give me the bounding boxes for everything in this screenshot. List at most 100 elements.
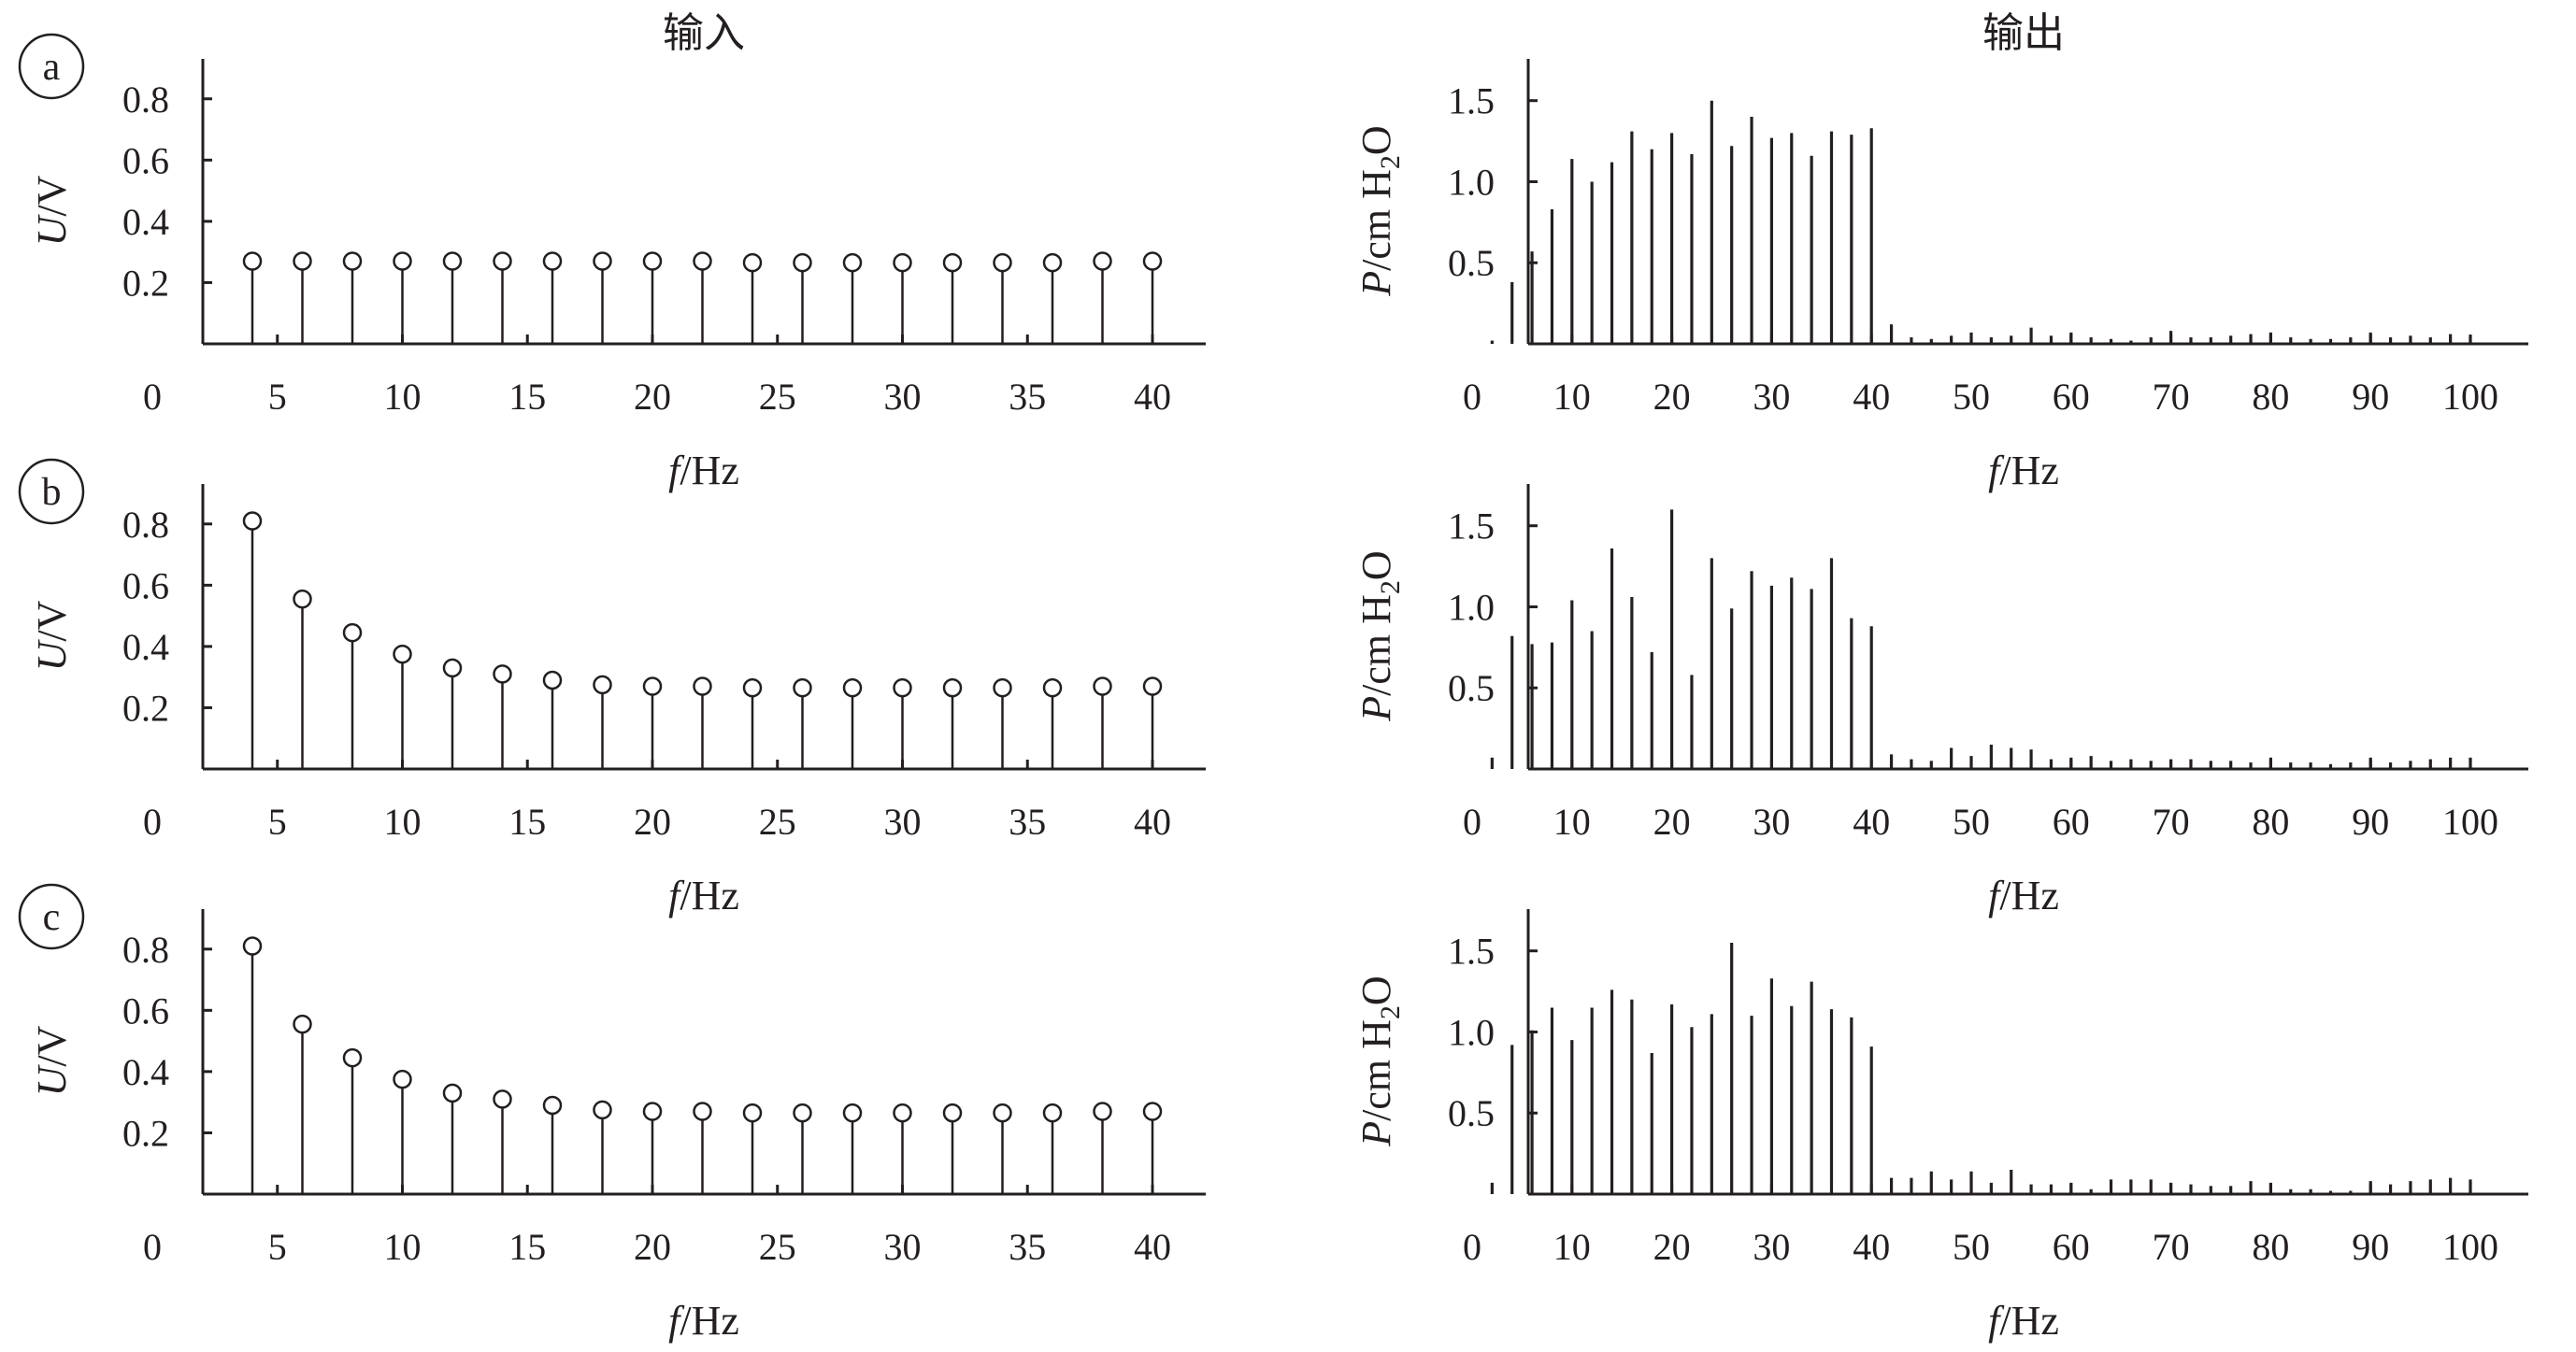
chart-c-input-x-tick-label: 40 [1134,1226,1171,1268]
chart-a-output-x-tick-label: 70 [2153,376,2190,418]
chart-a-output-y-tick-label: 0.5 [1448,242,1495,284]
chart-a-input-x-tick-label: 10 [384,376,422,418]
panel-letter-circle-c [18,883,85,950]
chart-a-output-x-tick-label: 80 [2252,376,2289,418]
chart-b-output-y-tick-label: 1.0 [1448,586,1495,628]
chart-b-input-stem-marker [1042,677,1063,698]
chart-a-output-x-axis-label: f/Hz [1988,448,2059,493]
chart-b-output-x-tick-label: 60 [2053,801,2090,843]
chart-b-output-x-tick-label: 80 [2252,801,2289,843]
chart-c-input-stem-marker [893,1103,912,1123]
chart-c-output-y-tick-label: 1.0 [1448,1011,1495,1053]
chart-b-output-y-axis-label: P/cm H2O [1353,550,1406,721]
chart-a-input-y-tick-label: 0.8 [122,78,169,121]
column-title-output: 输出 [1982,9,2065,57]
chart-b-input-stem-marker [742,677,763,698]
panel-letter-circle-b [18,458,85,525]
chart-c-input-stem-marker [993,1103,1012,1123]
chart-c-input-x-tick-label: 15 [508,1226,546,1268]
chart-b-input-y-tick-label: 0.8 [122,504,169,546]
chart-b-output-x-tick-label: 70 [2153,801,2190,843]
chart-b-output-x-axis-label: f/Hz [1988,873,2059,918]
chart-c-output-x-tick-label: 10 [1553,1226,1591,1268]
chart-b-input-stem-marker [542,670,563,690]
chart-b-input-stem-marker [493,664,512,684]
chart-b-input-y-axis-label: U/V [29,600,75,671]
chart-a-input-stem-marker [293,251,312,271]
chart-c-input-stem-marker [793,1103,812,1123]
chart-c-input-stem-marker [593,1100,612,1120]
chart-a-output-y-tick-label: 1.0 [1448,161,1495,203]
chart-c-output-x-tick-label: 60 [2053,1226,2090,1268]
chart-a-output-x-tick-label: 40 [1853,376,1890,418]
chart-b-input-x-tick-label: 20 [634,801,671,843]
chart-a-input-stem-marker [1093,251,1112,271]
chart-a-input-stem-marker [742,252,763,273]
chart-c-output-x-tick-label: 50 [1953,1226,1990,1268]
chart-b-input-x-tick-label: 40 [1134,801,1171,843]
chart-c-input-x-tick-label: 30 [884,1226,922,1268]
chart-b-input-stem-marker [1142,676,1163,696]
chart-b-input: 0.2 0.4 0.6 0.8 0 5 10 15 20 25 30 35 40 f/Hz U/V b [18,458,1206,918]
chart-c-input-stem-marker [942,1103,963,1123]
chart-b-input-x-tick-label: 35 [1009,801,1046,843]
chart-c-input-y-tick-label: 0.2 [122,1112,169,1154]
chart-b-input-stem-marker [342,622,363,643]
chart-b-output-x-tick-label: 0 [1463,801,1481,843]
chart-a-output-y-tick-label: 1.5 [1448,80,1495,122]
chart-c-input-stem-marker [642,1102,663,1121]
chart-a-input-stem-marker [593,251,612,271]
chart-b-output-y-tick-label: 0.5 [1448,667,1495,709]
chart-b-input-y-tick-label: 0.4 [122,626,169,668]
chart-a-input-stem-marker [793,252,812,273]
chart-a-input-stem-marker [342,251,363,271]
chart-c-output-x-tick-label: 20 [1653,1226,1691,1268]
chart-b-input-x-tick-label: 10 [384,801,422,843]
chart-a-input-stem-marker [442,251,463,271]
chart-a-input-x-tick-label: 30 [884,376,922,418]
chart-a-input-stem-marker [542,251,563,271]
chart-c-input-stem-marker [242,936,263,956]
chart-a-input-stem-marker [942,252,963,273]
chart-b-input-x-tick-label: 5 [268,801,287,843]
chart-c-output-x-tick-label: 80 [2252,1226,2289,1268]
chart-b-input-x-tick-label: 15 [508,801,546,843]
chart-c-input-y-tick-label: 0.4 [122,1051,169,1093]
chart-c-input-stem-marker [293,1014,312,1034]
chart-b-input-stem-marker [942,677,963,698]
chart-a-input-x-tick-label: 20 [634,376,671,418]
chart-c-output-x-tick-label: 30 [1753,1226,1790,1268]
chart-a-input-x-tick-label: 35 [1009,376,1046,418]
chart-c-input: 0.2 0.4 0.6 0.8 0 5 10 15 20 25 30 35 40 f/Hz U/V c [18,883,1206,1344]
chart-b-input-stem-marker [442,658,463,678]
chart-b-input-y-tick-label: 0.2 [122,687,169,729]
column-title-input: 输入 [663,9,745,57]
chart-b-input-stem-marker [993,677,1012,698]
chart-b-input-stem-marker [793,677,812,698]
chart-b-input-stem-marker [242,511,263,531]
chart-b-input-stem-marker [842,677,863,698]
chart-b-input-x-axis-label: f/Hz [668,873,739,918]
panel-letter-a: a [43,46,61,89]
chart-a-input-x-tick-label: 0 [143,376,162,418]
chart-c-output: 0.5 1.0 1.5 0 10 20 30 40 50 60 70 80 90 100 f/Hz P/cm … [1353,909,2528,1344]
chart-c-output-x-tick-label: 40 [1853,1226,1890,1268]
panel-letter-b: b [42,471,62,514]
chart-c-input-stem-marker [1093,1102,1112,1121]
chart-c-output-x-tick-label: 90 [2352,1226,2389,1268]
chart-c-input-stem-marker [542,1095,563,1116]
chart-b-output-x-tick-label: 10 [1553,801,1591,843]
chart-b-input-x-tick-label: 0 [143,801,162,843]
chart-a-input-stem-marker [693,251,712,271]
chart-c-input-y-tick-label: 0.8 [122,929,169,971]
chart-c-input-x-tick-label: 20 [634,1226,671,1268]
chart-c-input-x-tick-label: 5 [268,1226,287,1268]
chart-b-input-stem-marker [393,644,412,664]
chart-c-input-y-tick-label: 0.6 [122,989,169,1032]
chart-a-input-x-tick-label: 15 [508,376,546,418]
chart-a-input-stem-marker [393,251,412,271]
chart-b-output-x-tick-label: 50 [1953,801,1990,843]
chart-c-input-stem-marker [742,1103,763,1123]
chart-c-input-y-axis-label: U/V [29,1025,75,1096]
chart-c-output-x-tick-label: 0 [1463,1226,1481,1268]
